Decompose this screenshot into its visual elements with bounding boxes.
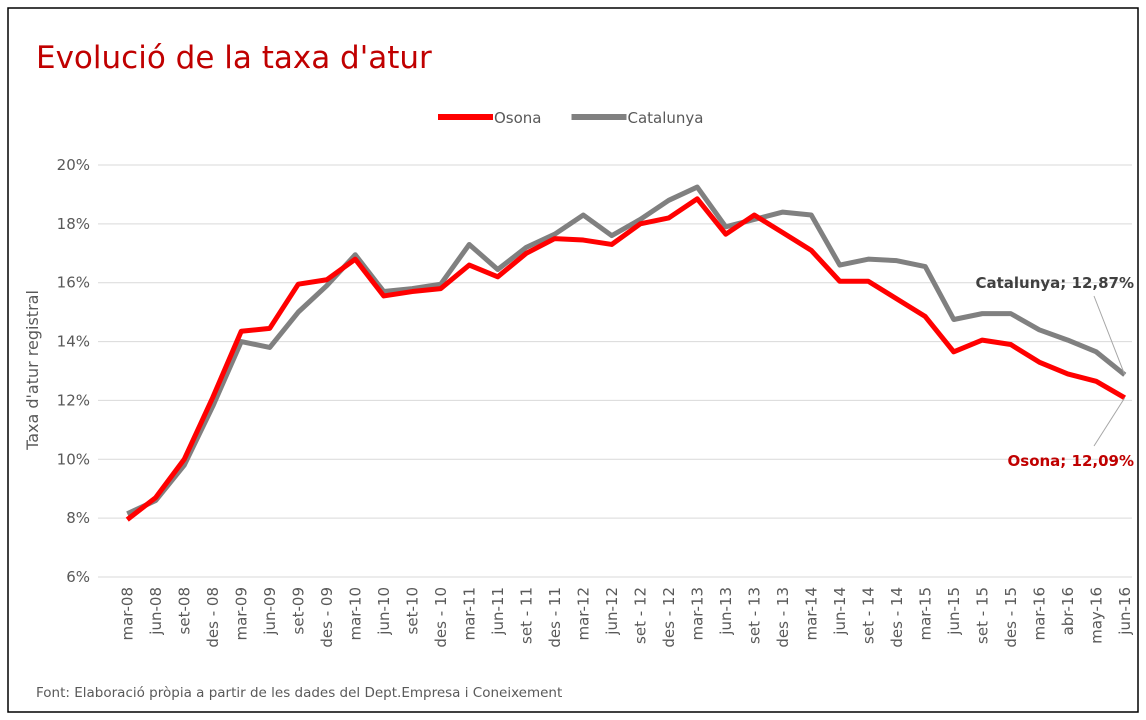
x-tick-label: set - 13: [745, 587, 763, 644]
x-tick-label: abr-16: [1059, 587, 1077, 635]
x-tick-label: jun-08: [147, 587, 165, 636]
y-tick-label: 6%: [66, 568, 90, 586]
x-tick-label: jun-09: [261, 587, 279, 636]
x-tick-label: set - 14: [859, 587, 877, 644]
y-tick-label: 16%: [57, 274, 90, 292]
x-tick-label: jun-13: [717, 587, 735, 636]
x-tick-label: des - 08: [204, 587, 222, 648]
x-tick-label: set-09: [289, 587, 307, 634]
x-tick-label: jun-10: [375, 587, 393, 636]
chart-title: Evolució de la taxa d'atur: [36, 40, 432, 76]
x-tick-label: mar-16: [1030, 587, 1048, 641]
y-tick-label: 10%: [57, 450, 90, 468]
frame: [7, 7, 1139, 713]
y-axis-label: Taxa d'atur registral: [23, 290, 42, 451]
x-tick-label: mar-09: [232, 587, 250, 641]
leader-line: [1093, 295, 1126, 376]
series-line: [125, 196, 1127, 522]
y-tick-label: 8%: [66, 509, 90, 527]
y-tick-label: 20%: [57, 156, 90, 174]
legend-label: Catalunya: [628, 109, 704, 127]
x-tick-label: set - 11: [517, 587, 535, 644]
x-tick-label: mar-08: [118, 587, 136, 641]
annotation: Catalunya; 12,87%: [975, 274, 1134, 292]
x-tick-label: set-08: [175, 587, 193, 634]
x-tick-label: des - 15: [1002, 587, 1020, 648]
x-tick-label: des - 11: [546, 587, 564, 648]
x-tick-label: jun-14: [831, 587, 849, 636]
x-tick-label: des - 13: [774, 587, 792, 648]
x-tick-label: jun-15: [945, 587, 963, 636]
x-tick-label: des - 12: [660, 587, 678, 648]
x-tick-label: set - 12: [631, 587, 649, 644]
x-tick-label: des - 09: [318, 587, 336, 648]
leader-line: [1093, 397, 1126, 447]
x-tick-label: may-16: [1087, 587, 1105, 644]
x-tick-label: mar-10: [346, 587, 364, 641]
x-tick-label: set - 15: [973, 587, 991, 644]
y-tick-label: 12%: [57, 391, 90, 409]
x-tick-label: mar-12: [574, 587, 592, 641]
x-tick-label: mar-14: [802, 587, 820, 641]
x-tick-label: set-10: [403, 587, 421, 634]
x-tick-label: mar-13: [688, 587, 706, 641]
legend-label: Osona: [494, 109, 542, 127]
x-tick-label: jun-16: [1116, 587, 1134, 636]
x-tick-label: des - 14: [888, 587, 906, 648]
x-tick-label: des - 10: [432, 587, 450, 648]
x-tick-label: jun-11: [489, 587, 507, 636]
annotation: Osona; 12,09%: [1008, 452, 1134, 470]
x-tick-label: jun-12: [603, 587, 621, 636]
series-line: [126, 184, 1127, 516]
y-tick-label: 14%: [57, 333, 90, 351]
x-tick-label: mar-11: [460, 587, 478, 641]
x-tick-label: mar-15: [916, 587, 934, 641]
y-tick-label: 18%: [57, 215, 90, 233]
source-note: Font: Elaboració pròpia a partir de les …: [36, 685, 562, 701]
